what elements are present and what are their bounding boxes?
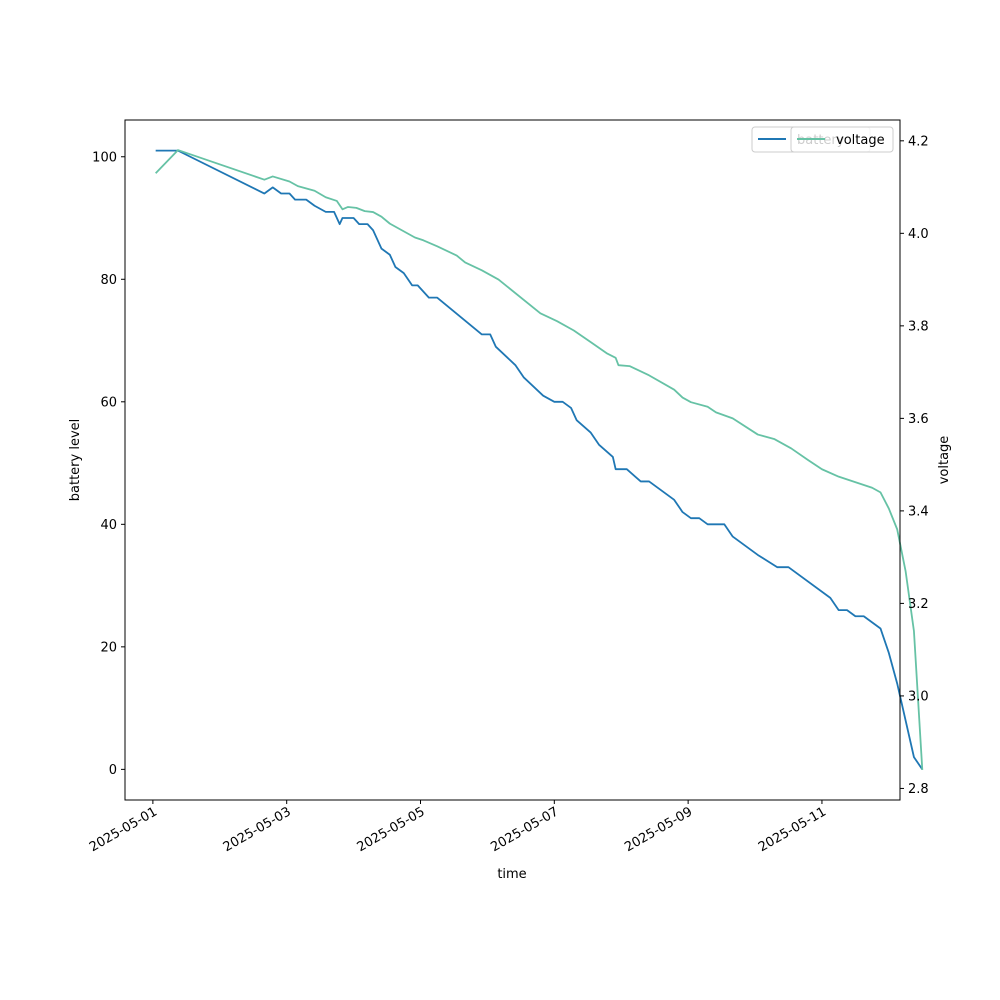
y-right-tick-label: 4.0 — [908, 227, 929, 242]
y-right-tick-label: 3.6 — [908, 412, 929, 427]
y-axis-right: 2.8 3.0 3.2 3.4 3.6 3.8 4.0 4.2 — [900, 134, 929, 797]
y-right-tick-label: 3.2 — [908, 597, 929, 612]
legend-voltage-label: voltage — [836, 133, 885, 148]
y-axis-left-label: battery level — [68, 419, 83, 502]
y-right-tick-label: 3.0 — [908, 689, 929, 704]
y-right-tick-label: 4.2 — [908, 134, 929, 149]
y-right-tick-label: 2.8 — [908, 782, 929, 797]
y-right-tick-label: 3.8 — [908, 319, 929, 334]
y-left-tick-label: 80 — [100, 273, 117, 288]
y-left-tick-label: 100 — [92, 150, 117, 165]
series-line-battery — [155, 149, 924, 770]
legend-voltage-box — [790, 126, 894, 153]
plot-frame — [124, 119, 901, 801]
y-left-tick-label: 40 — [100, 518, 117, 533]
y-left-tick-label: 20 — [100, 640, 117, 655]
y-axis-left: 0 20 40 60 80 100 — [92, 150, 125, 778]
series-line-voltage — [155, 149, 924, 770]
y-axis-right-label: voltage — [937, 436, 952, 485]
y-left-tick-label: 60 — [100, 395, 117, 410]
y-left-tick-label: 0 — [109, 763, 117, 778]
legend-voltage: voltage — [790, 126, 894, 153]
y-right-tick-label: 3.4 — [908, 504, 929, 519]
x-axis-label: time — [497, 867, 526, 882]
series-layer — [155, 149, 924, 770]
